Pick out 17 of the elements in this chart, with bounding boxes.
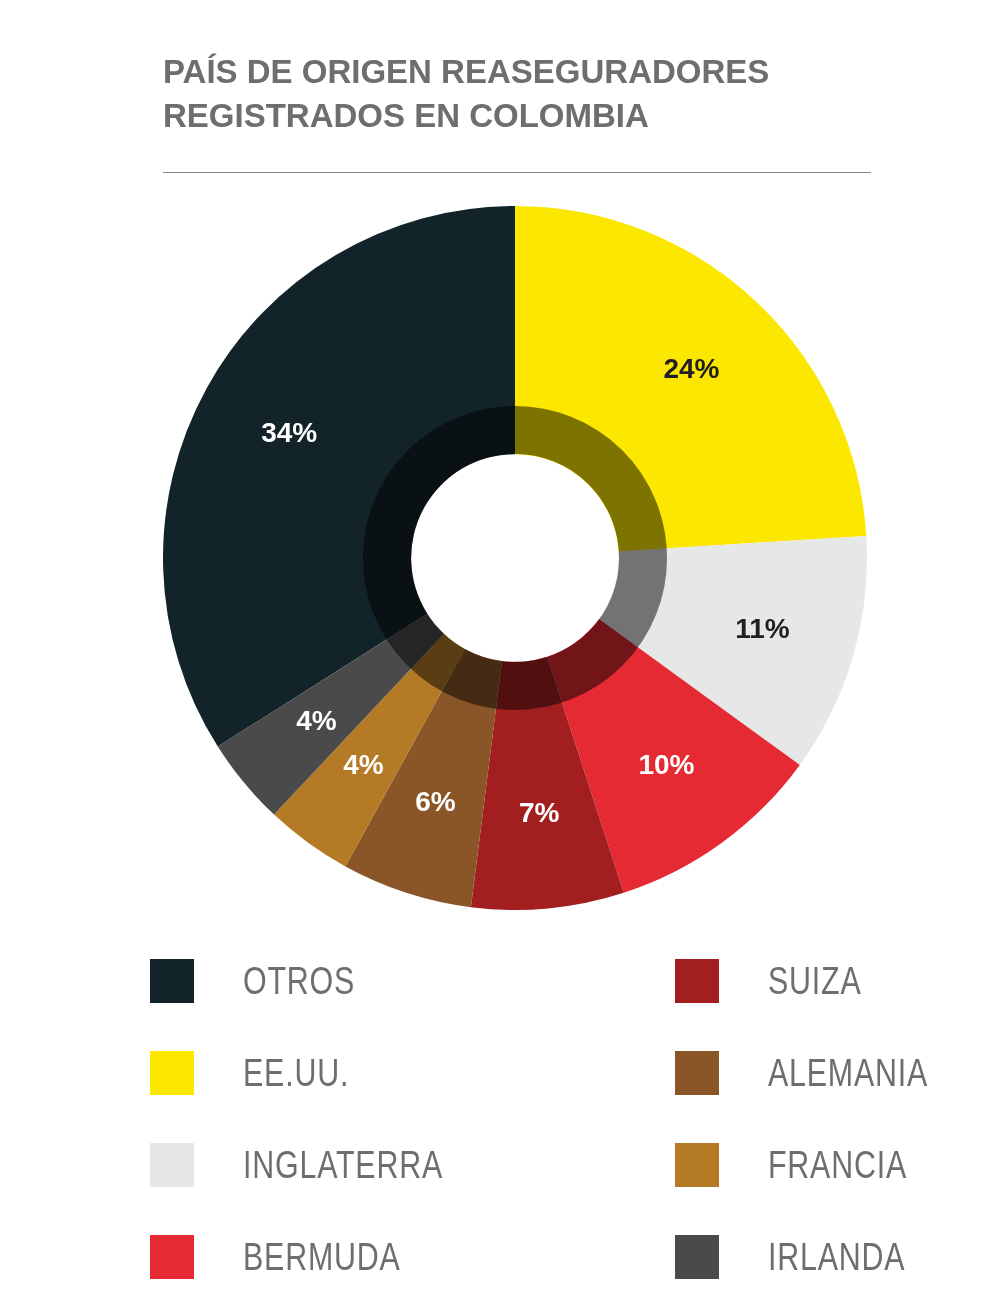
data-label: 6% [415,785,456,817]
legend-label: BERMUDA [243,1235,401,1279]
legend-label: SUIZA [768,959,862,1003]
legend-label: EE.UU. [243,1051,350,1095]
legend-label: FRANCIA [768,1143,908,1187]
data-label: 4% [343,749,384,781]
legend-label: OTROS [243,959,356,1003]
data-label: 10% [638,749,695,781]
data-label: 34% [261,416,318,448]
legend-label: ALEMANIA [768,1051,929,1095]
data-label: 11% [735,612,790,644]
data-label: 7% [519,797,560,829]
legend-label: INGLATERRA [243,1143,444,1187]
chart-title: PAÍS DE ORIGEN REASEGURADORES REGISTRADOS EN COLOMBIA [163,52,771,136]
legend-label: IRLANDA [768,1235,906,1279]
data-label: 24% [663,352,720,384]
data-label: 4% [296,704,337,736]
